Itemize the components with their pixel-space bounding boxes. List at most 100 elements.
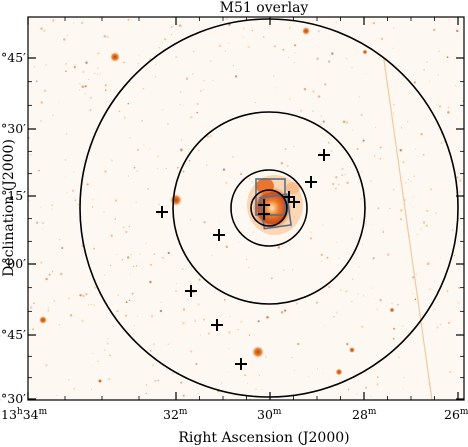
faint-star <box>330 149 333 153</box>
faint-star <box>194 320 196 322</box>
faint-star <box>167 123 169 125</box>
faint-star <box>111 226 113 228</box>
cross-marker <box>305 176 317 188</box>
faint-star <box>351 129 354 131</box>
faint-star <box>176 166 179 169</box>
faint-star <box>53 300 56 302</box>
axis-ticks <box>27 17 464 400</box>
faint-star <box>182 170 185 173</box>
faint-star <box>413 81 417 84</box>
faint-star <box>45 277 48 281</box>
faint-star <box>180 91 182 93</box>
faint-star <box>118 110 121 113</box>
faint-star <box>224 299 226 301</box>
faint-star <box>199 334 201 336</box>
faint-star <box>192 73 194 75</box>
faint-star <box>266 316 269 319</box>
faint-star <box>458 286 461 289</box>
faint-star <box>437 74 439 76</box>
faint-star <box>190 282 192 285</box>
cross-marker <box>213 229 225 241</box>
faint-star <box>114 218 116 220</box>
faint-star <box>380 37 383 40</box>
bright-star <box>170 194 182 206</box>
faint-star <box>138 54 140 56</box>
faint-star <box>104 170 107 173</box>
faint-star <box>65 62 68 65</box>
faint-star <box>377 207 380 210</box>
faint-star <box>158 46 161 49</box>
faint-star <box>91 303 93 305</box>
faint-star <box>303 87 307 91</box>
faint-star <box>91 389 92 390</box>
faint-star <box>35 80 38 82</box>
faint-star <box>47 307 50 309</box>
faint-star <box>152 364 155 367</box>
faint-star <box>180 381 183 384</box>
bright-star <box>389 307 395 313</box>
faint-star <box>252 231 255 234</box>
faint-star <box>44 63 48 66</box>
faint-star <box>40 27 43 30</box>
faint-star <box>164 38 167 41</box>
faint-star <box>58 239 61 241</box>
faint-star <box>248 177 251 180</box>
faint-star <box>136 265 138 267</box>
satellite-trail <box>383 59 433 400</box>
plot-frame <box>27 16 465 401</box>
faint-star <box>65 133 68 135</box>
faint-star <box>159 309 163 313</box>
faint-star <box>434 308 436 311</box>
faint-star <box>91 198 94 201</box>
faint-star <box>202 318 206 321</box>
faint-star <box>123 61 125 64</box>
faint-star <box>235 75 238 78</box>
faint-star <box>161 109 164 111</box>
faint-star <box>79 294 82 297</box>
faint-star <box>128 299 131 302</box>
faint-star <box>443 140 446 143</box>
faint-star <box>322 224 324 226</box>
faint-star <box>346 181 349 184</box>
faint-star <box>73 66 76 69</box>
faint-star <box>123 116 126 119</box>
faint-star <box>225 181 228 184</box>
faint-star <box>108 378 111 380</box>
faint-star <box>237 329 239 331</box>
faint-star <box>427 262 430 266</box>
faint-star <box>172 372 174 374</box>
faint-star <box>209 135 212 138</box>
faint-star <box>200 90 202 92</box>
faint-star <box>145 384 148 386</box>
faint-star <box>435 212 437 215</box>
faint-star <box>393 27 395 29</box>
faint-star <box>412 206 414 208</box>
faint-star <box>43 29 46 32</box>
galaxy-companion <box>256 178 274 194</box>
faint-star <box>269 25 271 27</box>
faint-star <box>458 190 462 193</box>
faint-star <box>402 160 405 164</box>
faint-star <box>209 60 212 62</box>
faint-star <box>412 293 414 294</box>
faint-star <box>334 187 337 190</box>
faint-star <box>196 102 199 105</box>
faint-star <box>320 115 323 117</box>
faint-star <box>246 258 248 260</box>
faint-star <box>294 51 296 54</box>
faint-star <box>170 26 173 28</box>
faint-star <box>273 45 276 48</box>
faint-star <box>41 221 44 224</box>
faint-star <box>392 188 395 191</box>
overlay-circle-2 <box>172 111 366 305</box>
faint-star <box>254 102 256 104</box>
faint-star <box>422 323 424 325</box>
background-stars <box>28 17 464 400</box>
faint-star <box>206 164 208 166</box>
faint-star <box>208 332 211 335</box>
faint-star <box>402 325 404 327</box>
faint-star <box>97 360 100 363</box>
faint-star <box>422 221 426 224</box>
faint-star <box>221 382 223 384</box>
faint-star <box>73 171 75 173</box>
